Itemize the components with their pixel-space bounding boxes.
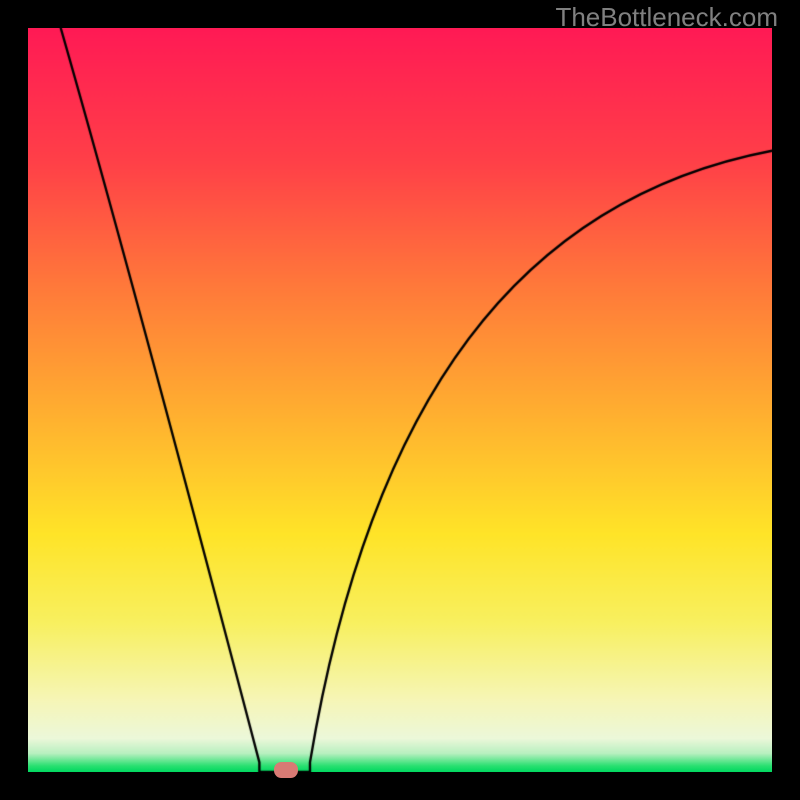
optimal-point-marker (274, 762, 298, 779)
chart-root: TheBottleneck.com (0, 0, 800, 800)
watermark-text: TheBottleneck.com (555, 2, 778, 33)
bottleneck-curve (0, 0, 800, 800)
